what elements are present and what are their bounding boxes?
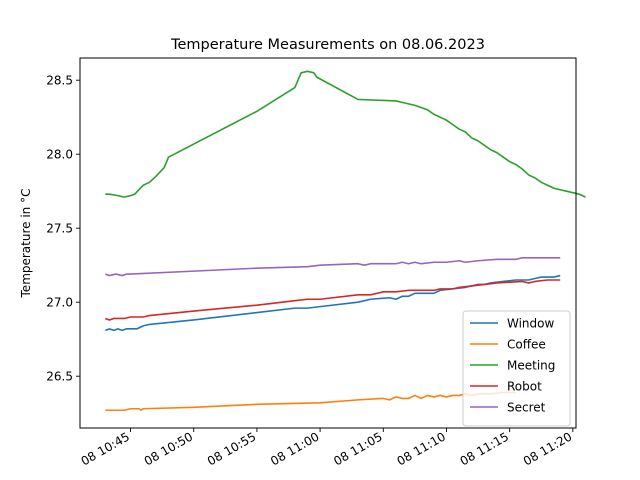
legend-label-coffee: Coffee	[507, 338, 546, 352]
chart-title: Temperature Measurements on 08.06.2023	[170, 37, 485, 53]
legend-label-window: Window	[507, 317, 555, 331]
series-line-robot	[105, 279, 561, 321]
series-layer	[105, 70, 586, 412]
series-line-window	[105, 274, 561, 332]
y-axis-label: Temperature in °C	[19, 189, 33, 299]
legend-box	[462, 310, 571, 427]
legend-label-meeting: Meeting	[507, 359, 555, 373]
legend: Window Coffee Meeting Robot Secret	[462, 310, 571, 427]
y-tick-label: 27.0	[46, 296, 73, 310]
series-line-meeting	[105, 70, 586, 198]
y-tick-label: 26.5	[46, 370, 73, 384]
plot-frame	[79, 57, 577, 429]
legend-label-robot: Robot	[507, 380, 542, 394]
series-line-secret	[105, 257, 561, 277]
y-tick-label: 28.0	[46, 148, 73, 162]
legend-label-secret: Secret	[507, 401, 546, 415]
y-tick-label: 27.5	[46, 222, 73, 236]
y-tick-label: 28.5	[46, 74, 73, 88]
